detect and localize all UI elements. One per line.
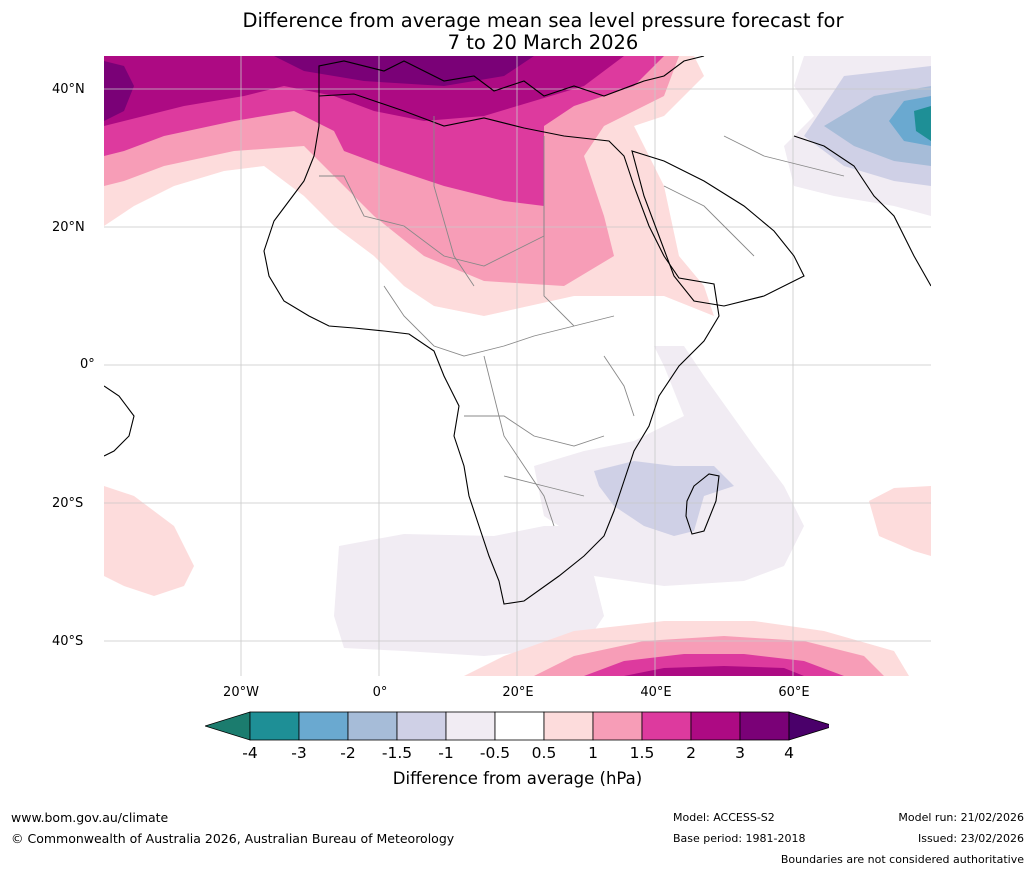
anomaly-0.5-1-atlantic [104, 486, 194, 596]
colorbar-segment [543, 711, 594, 741]
colorbar-tick-label: 0.5 [531, 744, 557, 762]
anomaly-0.5-1-indian-east [869, 486, 931, 556]
anomaly-neg-0.5-south [334, 526, 604, 656]
coastlines [104, 56, 931, 605]
lat-label-20n: 20°N [52, 220, 85, 235]
title-line-1: Difference from average mean sea level p… [242, 9, 844, 32]
footer-website[interactable]: www.bom.gov.au/climate [11, 810, 169, 825]
colorbar-tick-label: -0.5 [479, 744, 511, 762]
anomaly-neg-1-madagascar [594, 461, 734, 536]
country-boundaries [319, 116, 845, 527]
footer-issued: Issued: 23/02/2026 [917, 832, 1024, 845]
colorbar-extend-low [205, 711, 251, 741]
colorbar [205, 711, 829, 741]
footer-model-run: Model run: 21/02/2026 [898, 811, 1024, 824]
anomaly-2-3-south-ocean [624, 666, 804, 676]
colorbar-segment [690, 711, 741, 741]
colorbar-extend-high [788, 711, 829, 741]
colorbar-tick-label: 3 [735, 744, 745, 762]
map-area [104, 56, 931, 676]
colorbar-tick-label: 1 [588, 744, 598, 762]
colorbar-segment [298, 711, 349, 741]
lon-label-60e: 60°E [778, 685, 810, 700]
colorbar-tick-label: -3 [291, 744, 307, 762]
map-title: Difference from average mean sea level p… [0, 10, 1035, 54]
colorbar-tick-label: 4 [784, 744, 794, 762]
lon-label-40e: 40°E [640, 685, 672, 700]
colorbar-tick-label: -1 [438, 744, 454, 762]
colorbar-tick-label: 1.5 [629, 744, 655, 762]
lon-label-0: 0° [372, 685, 388, 700]
lat-label-equator: 0° [80, 357, 95, 372]
colorbar-segment [641, 711, 692, 741]
colorbar-segment [396, 711, 447, 741]
colorbar-segment [592, 711, 643, 741]
colorbar-segment [494, 711, 545, 741]
colorbar-tick-label: 2 [686, 744, 696, 762]
colorbar-segment [249, 711, 300, 741]
colorbar-label: Difference from average (hPa) [392, 769, 643, 788]
colorbar-segment [445, 711, 496, 741]
colorbar-segment [739, 711, 790, 741]
footer-copyright: © Commonwealth of Australia 2026, Austra… [11, 831, 455, 846]
footer-disclaimer: Boundaries are not considered authoritat… [780, 853, 1024, 866]
colorbar-tick-label: -4 [242, 744, 258, 762]
anomaly-neg-3-east [914, 106, 931, 141]
colorbar-tick-label: -1.5 [381, 744, 413, 762]
pressure-anomaly-map [104, 56, 931, 676]
lat-label-20s: 20°S [52, 496, 84, 511]
footer-model: Model: ACCESS-S2 [673, 811, 775, 824]
gridlines [104, 56, 931, 676]
title-line-2: 7 to 20 March 2026 [447, 31, 639, 54]
colorbar-tick-label: -2 [340, 744, 356, 762]
colorbar-segment [347, 711, 398, 741]
footer-base-period: Base period: 1981-2018 [673, 832, 806, 845]
lat-label-40n: 40°N [52, 82, 85, 97]
lon-label-20w: 20°W [223, 685, 259, 700]
lat-label-40s: 40°S [52, 634, 84, 649]
lon-label-20e: 20°E [502, 685, 534, 700]
